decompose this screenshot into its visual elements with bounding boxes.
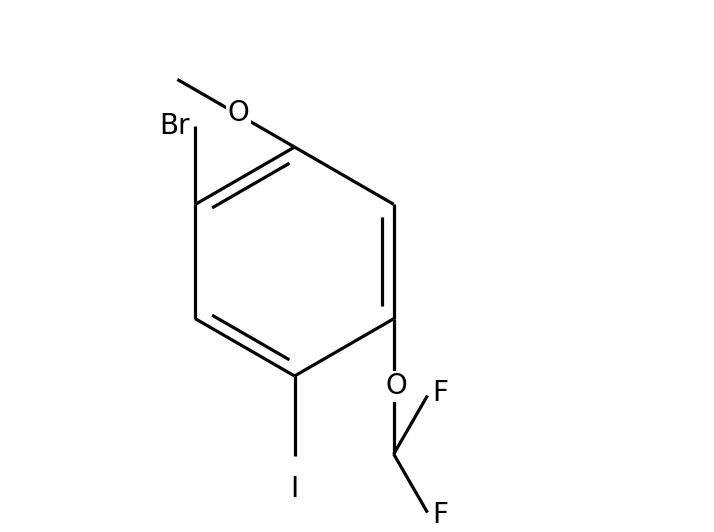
- Text: I: I: [291, 475, 298, 503]
- Text: F: F: [433, 379, 448, 407]
- Text: Br: Br: [160, 112, 190, 140]
- Text: F: F: [433, 501, 448, 529]
- Text: O: O: [386, 372, 407, 401]
- Text: O: O: [228, 99, 249, 127]
